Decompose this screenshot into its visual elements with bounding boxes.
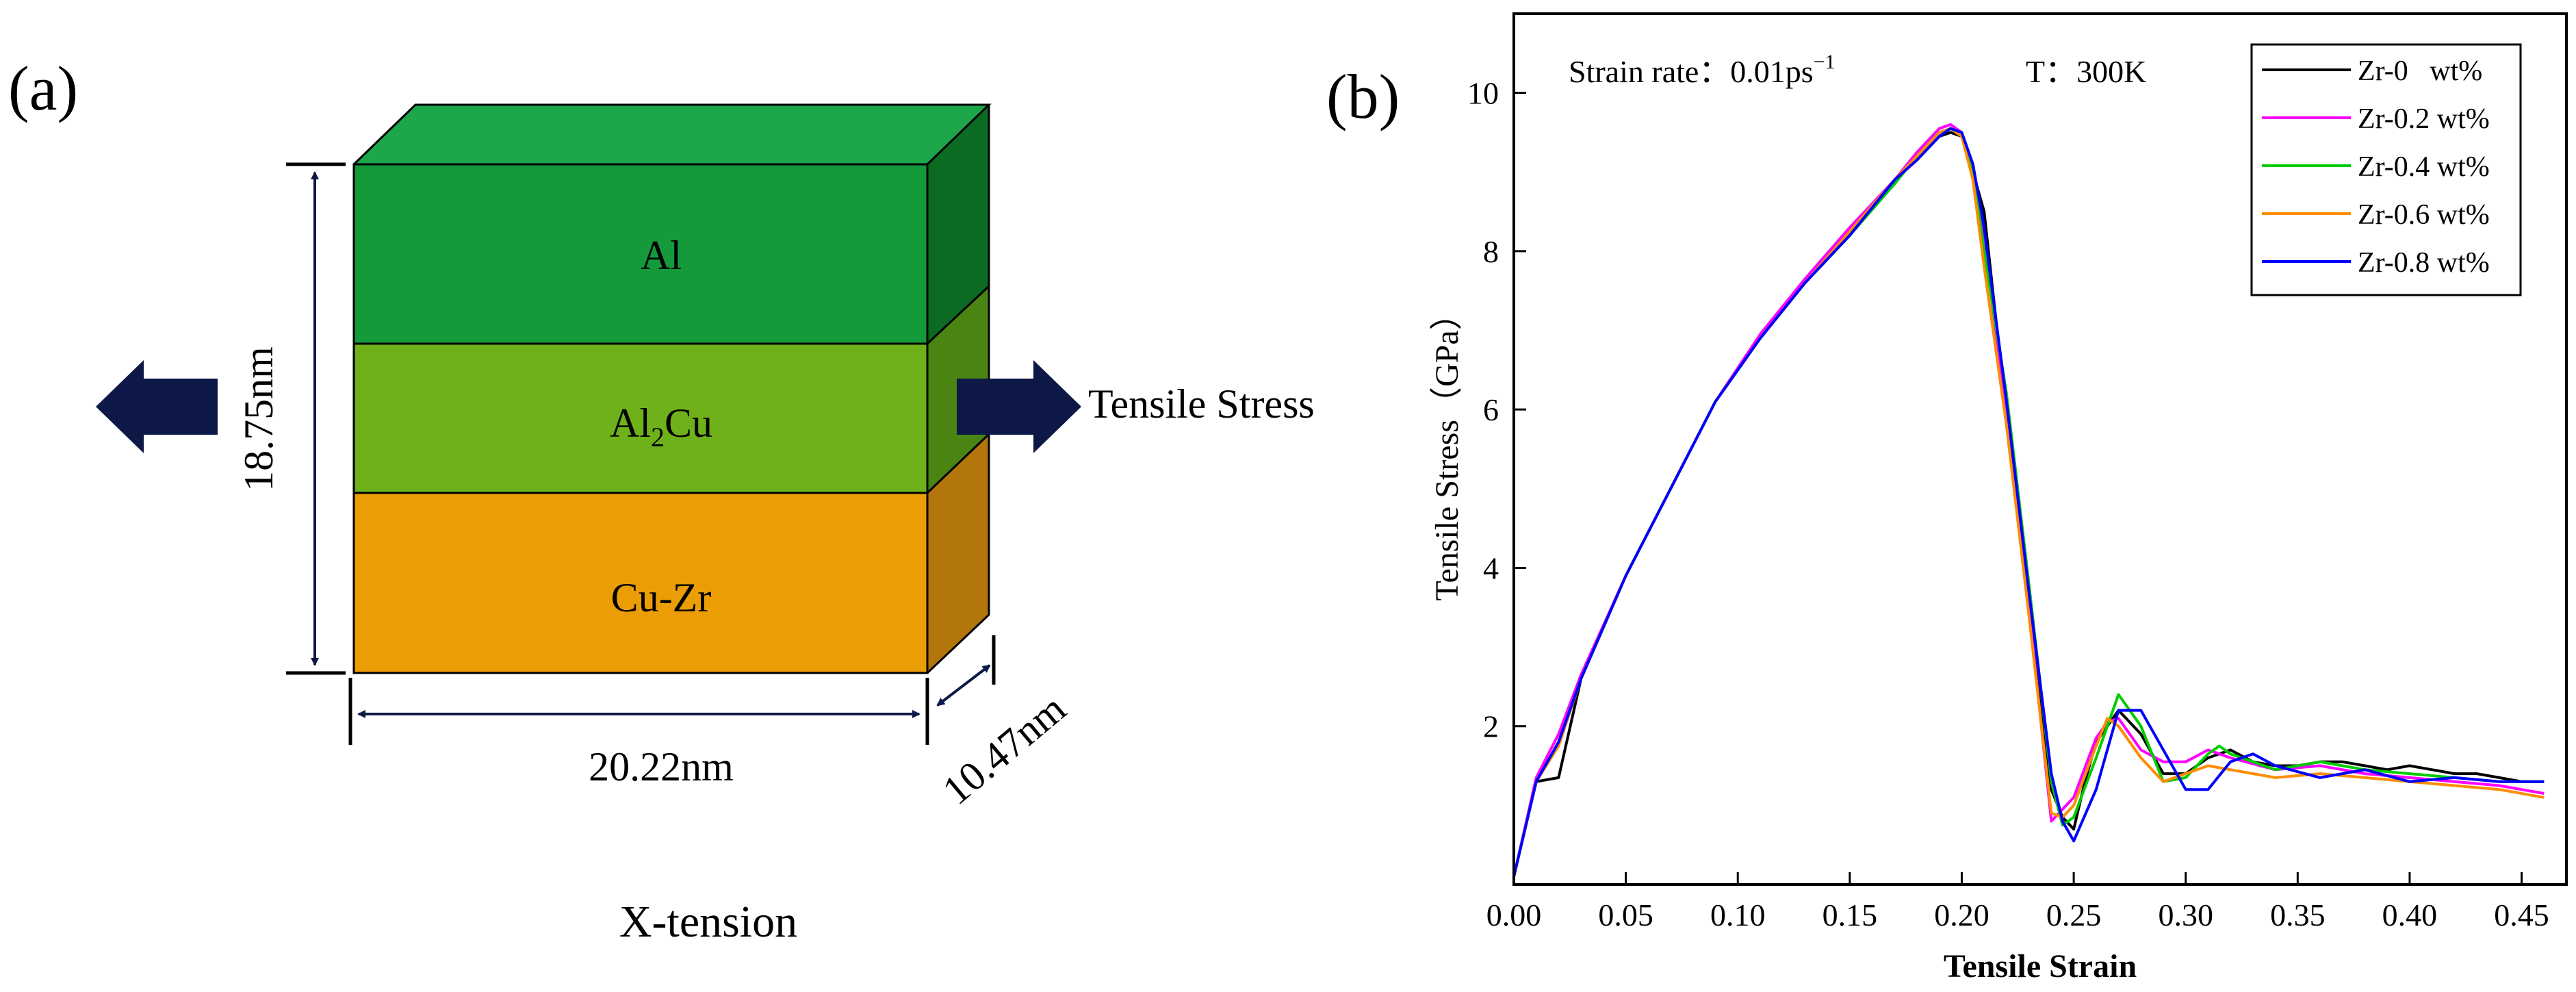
x-tick-label: 0.30 [2158,898,2213,932]
x-tick-label: 0.05 [1598,898,1653,932]
x-axis-ticks: 0.00 0.05 0.10 0.15 0.20 0.25 0.30 0.35 0.40 0.45 [1486,872,2549,932]
plot-frame [1512,12,2568,886]
y-tick-label: 10 [1467,76,1499,111]
tensile-stress-label: Tensile Stress [1088,381,1315,427]
y-tick-label: 8 [1483,234,1499,269]
x-tick-label: 0.25 [2046,898,2102,932]
layer-al-top-face [354,105,989,164]
x-tick-label: 0.35 [2270,898,2326,932]
panel-b-label: (b) [1326,62,1400,131]
layer-cuzr-front-face [354,493,927,673]
legend-box [2250,43,2522,296]
x-tick-label: 0.45 [2494,898,2549,932]
legend-label-3: Zr-0.6 wt% [2358,199,2490,231]
strain-rate-annotation: Strain rate：0.01ps−1 [1569,51,1836,89]
left-tension-arrow [96,360,218,453]
legend-label-2: Zr-0.4 wt% [2358,151,2490,183]
y-tick-label: 4 [1483,550,1499,585]
strain-rate-text: Strain rate：0.01ps [1569,54,1814,89]
y-tick-label: 6 [1483,392,1499,427]
strain-rate-exponent: −1 [1814,51,1836,73]
width-label: 20.22nm [589,744,734,789]
block-outline [352,103,992,674]
layer-al2cu-label-main: Al [610,400,651,446]
depth-label: 10.47nm [934,685,1074,813]
y-axis-ticks: 2 4 6 8 10 [1467,76,1526,744]
layer-al-label: Al [641,233,682,278]
series-line-4 [1512,127,2545,877]
x-tick-label: 0.10 [1710,898,1766,932]
x-axis-title: Tensile Strain [1944,948,2137,984]
x-tick-label: 0.40 [2382,898,2438,932]
legend: Zr-0 wt% Zr-0.2 wt% Zr-0.4 wt% Zr-0.6 wt% Zr… [2250,43,2522,296]
right-tension-arrow [957,360,1081,453]
layer-al2cu-label-rest: Cu [665,400,712,446]
layer-cuzr-label: Cu-Zr [611,575,712,620]
series-lines [1512,123,2545,877]
x-tick-label: 0.20 [1934,898,1989,932]
layer-al-side-face [927,105,989,344]
y-tick-label: 2 [1483,709,1499,744]
x-tension-label: X-tension [619,897,797,947]
line-chart: 0.00 0.05 0.10 0.15 0.20 0.25 0.30 0.35 0.40 0.45… [1429,12,2568,984]
layer-al2cu-label: Al2Cu [610,400,712,453]
y-axis-title: Tensile Stress（GPa） [1429,297,1465,600]
height-dimension [286,162,346,675]
x-tick-label: 0.15 [1822,898,1878,932]
layer-al2cu-label-sub: 2 [651,422,665,453]
x-tick-label: 0.00 [1486,898,1542,932]
panel-a: (a) Al Al2Cu Cu-Zr 18.7 [8,53,1315,947]
layer-al-front-face [354,164,927,344]
legend-items: Zr-0 wt% Zr-0.2 wt% Zr-0.4 wt% Zr-0.6 wt% Zr… [2262,55,2490,279]
layer-al2cu-front-face [354,344,927,493]
height-label: 18.75nm [236,346,281,492]
legend-label-1: Zr-0.2 wt% [2358,103,2490,135]
depth-dimension [936,635,996,707]
temperature-annotation: T：300K [2026,54,2146,89]
width-dimension [348,678,929,745]
panel-a-label: (a) [8,53,78,123]
legend-label-4: Zr-0.8 wt% [2358,247,2490,279]
panel-b: (b) 0.00 0.05 0.10 0.15 0.20 0.25 0.30 0.35 0.40… [1326,12,2568,984]
layer-cuzr-side-face [927,434,989,673]
legend-label-0: Zr-0 wt% [2358,55,2482,87]
